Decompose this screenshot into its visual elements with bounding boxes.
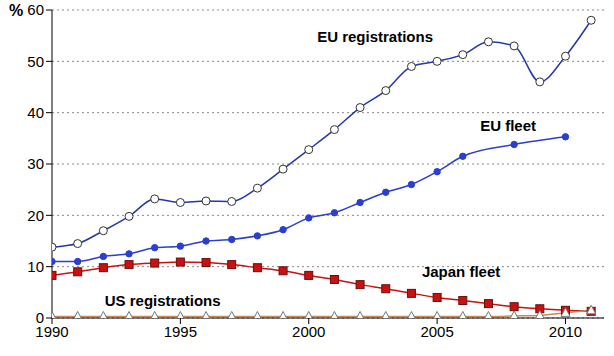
svg-text:30: 30 [27, 155, 44, 172]
svg-text:10: 10 [27, 258, 44, 275]
svg-text:20: 20 [27, 207, 44, 224]
svg-text:%: % [9, 2, 23, 19]
svg-text:1995: 1995 [164, 323, 197, 340]
svg-text:0: 0 [36, 309, 44, 326]
svg-text:50: 50 [27, 53, 44, 70]
svg-text:1990: 1990 [35, 322, 69, 340]
svg-text:60: 60 [27, 1, 44, 18]
svg-text:2005: 2005 [420, 323, 453, 340]
svg-text:US registrations: US registrations [105, 292, 221, 309]
svg-text:40: 40 [27, 104, 44, 121]
svg-text:EU registrations: EU registrations [317, 28, 433, 45]
svg-text:EU fleet: EU fleet [480, 117, 536, 134]
svg-text:Japan fleet: Japan fleet [422, 263, 500, 280]
svg-text:2010: 2010 [549, 323, 582, 340]
svg-text:2000: 2000 [292, 323, 325, 340]
